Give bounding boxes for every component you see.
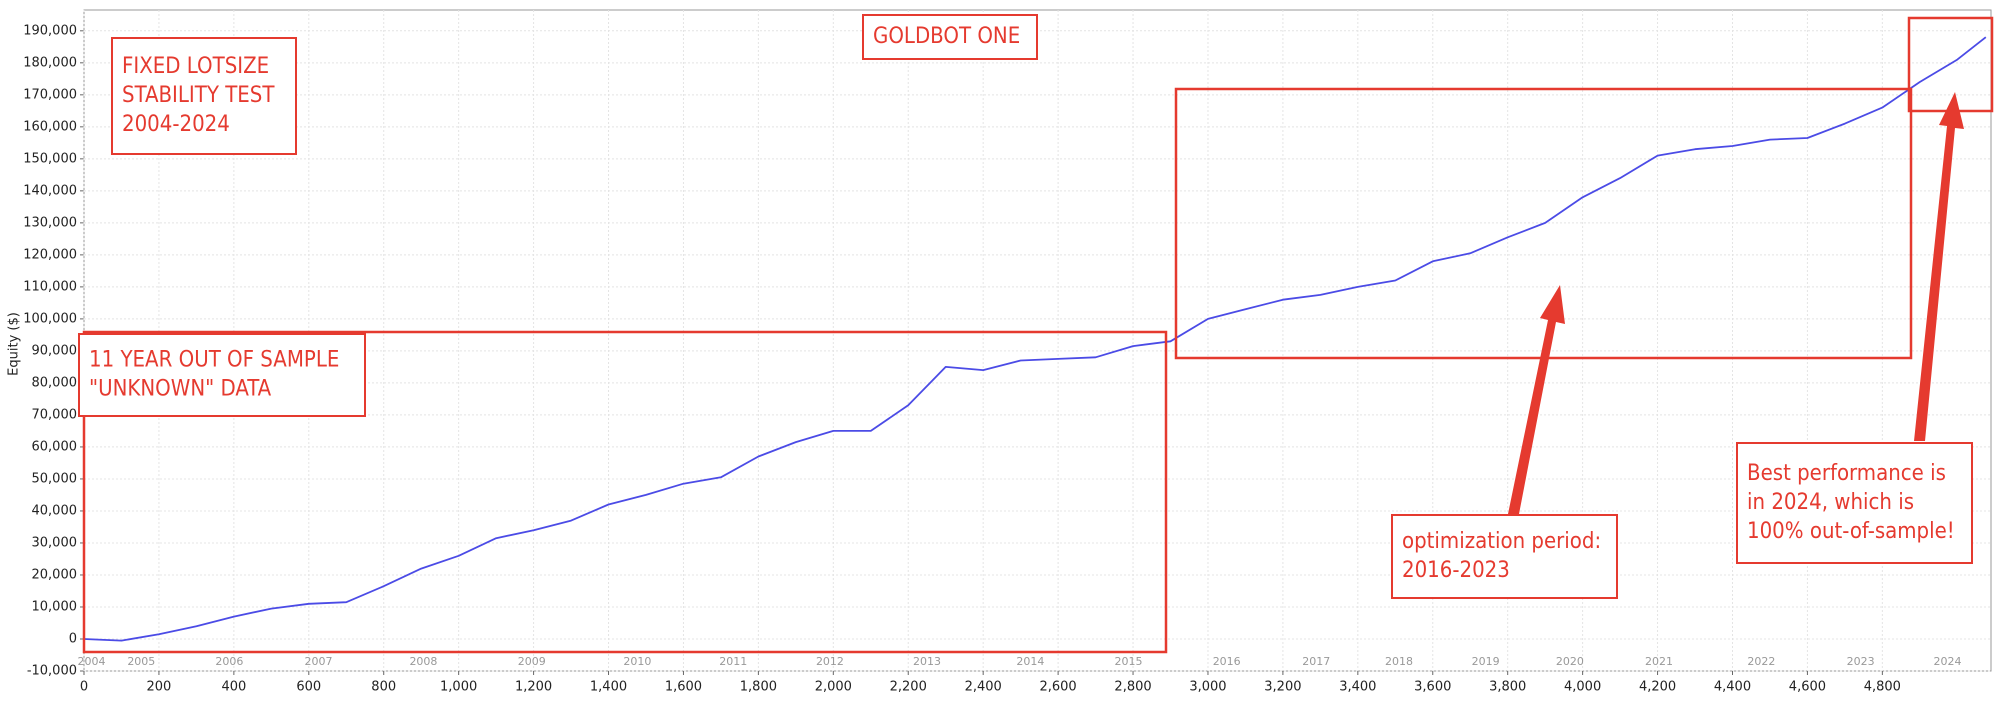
y-axis-label: Equity ($) (7, 312, 22, 376)
x-tick-label: 2,800 (1114, 680, 1151, 695)
y-tick-label: 80,000 (32, 375, 78, 390)
x-tick-label: 3,200 (1264, 680, 1301, 695)
y-tick-label: 160,000 (23, 119, 77, 134)
x-tick-label: 0 (80, 680, 88, 695)
year-label: 2023 (1847, 655, 1875, 668)
y-tick-label: 120,000 (23, 247, 77, 262)
annotation-text: Best performance is (1747, 461, 1946, 486)
equity-line (83, 36, 1987, 642)
y-tick-label: -10,000 (27, 664, 77, 679)
y-tick-label: 100,000 (23, 311, 77, 326)
y-tick-label: 0 (69, 631, 77, 646)
x-tick-label: 1,800 (740, 680, 777, 695)
annotation-text: optimization period: (1402, 529, 1601, 554)
x-tick-label: 1,600 (665, 680, 702, 695)
year-label: 2012 (816, 655, 844, 668)
year-label: 2006 (215, 655, 243, 668)
year-label: 2009 (518, 655, 546, 668)
year-label: 2021 (1645, 655, 1673, 668)
x-tick-label: 3,600 (1414, 680, 1451, 695)
annotation-text: 11 YEAR OUT OF SAMPLE (89, 348, 339, 373)
annotation-box (1391, 514, 1618, 599)
annotation-box (111, 37, 297, 155)
year-label: 2011 (719, 655, 747, 668)
out-of-sample-region (82, 330, 1168, 654)
x-tick-label: 2,400 (965, 680, 1002, 695)
annotation-text: "UNKNOWN" DATA (89, 377, 272, 402)
x-tick-label: 1,400 (590, 680, 627, 695)
annotation-text: 100% out-of-sample! (1747, 519, 1955, 544)
x-tick-label: 2,600 (1039, 680, 1076, 695)
year-label: 2016 (1213, 655, 1241, 668)
y-tick-label: 50,000 (32, 471, 78, 486)
x-tick-label: 4,000 (1564, 680, 1601, 695)
year-label: 2010 (623, 655, 651, 668)
x-tick-label: 2,200 (890, 680, 927, 695)
x-tick-label: 4,200 (1639, 680, 1676, 695)
year-label: 2024 (1934, 655, 1962, 668)
y-tick-label: 90,000 (32, 343, 78, 358)
y-tick-label: 190,000 (23, 23, 77, 38)
x-tick-label: 4,400 (1714, 680, 1751, 695)
y-tick-label: 130,000 (23, 215, 77, 230)
y-tick-label: 10,000 (32, 599, 78, 614)
marks (83, 36, 1987, 642)
x-tick-label: 4,800 (1864, 680, 1901, 695)
x-tick-label: 200 (147, 680, 172, 695)
arrow (1914, 92, 1964, 441)
year-label: 2014 (1016, 655, 1044, 668)
y-tick-label: 40,000 (32, 503, 78, 518)
y-tick-label: 60,000 (32, 439, 78, 454)
annotation-box (1736, 442, 1973, 564)
year-label: 2018 (1385, 655, 1413, 668)
annotations: GOLDBOT ONE FIXED LOTSIZE STABILITY TEST 20… (78, 14, 1973, 599)
year-label: 2017 (1302, 655, 1330, 668)
annotation-box (78, 333, 366, 417)
plot-area (83, 9, 1992, 672)
y-tick-label: 170,000 (23, 87, 77, 102)
year-label: 2013 (913, 655, 941, 668)
y-tick-label: 110,000 (23, 279, 77, 294)
y-tick-label: 180,000 (23, 55, 77, 70)
x-tick-label: 800 (371, 680, 396, 695)
year-label: 2020 (1556, 655, 1584, 668)
y-tick-label: 20,000 (32, 567, 78, 582)
annotation-text: in 2024, which is (1747, 490, 1914, 515)
annotation-text: 2004-2024 (122, 112, 230, 137)
x-tick-label: 2,000 (815, 680, 852, 695)
arrow (1508, 285, 1565, 514)
x-tick-label: 1,000 (440, 680, 477, 695)
year-label: 2022 (1747, 655, 1775, 668)
x-tick-label: 3,800 (1489, 680, 1526, 695)
year-label: 2007 (305, 655, 333, 668)
annotation-box (862, 14, 1038, 60)
annotation-text: 2016-2023 (1402, 558, 1510, 583)
year-label: 2005 (127, 655, 155, 668)
x-tick-label: 400 (221, 680, 246, 695)
x-tick-label: 3,400 (1339, 680, 1376, 695)
year-label: 2015 (1115, 655, 1143, 668)
year-label: 2004 (77, 655, 105, 668)
grid: -10,000010,00020,00030,00040,00050,00060… (23, 10, 1991, 695)
year-label: 2008 (409, 655, 437, 668)
annotation-text: STABILITY TEST (122, 83, 275, 108)
x-tick-label: 4,600 (1789, 680, 1826, 695)
year-label: 2019 (1472, 655, 1500, 668)
y-tick-label: 150,000 (23, 151, 77, 166)
y-tick-label: 30,000 (32, 535, 78, 550)
annotation-text: GOLDBOT ONE (873, 24, 1020, 49)
x-tick-label: 3,000 (1189, 680, 1226, 695)
x-tick-label: 1,200 (515, 680, 552, 695)
y-tick-label: 140,000 (23, 183, 77, 198)
x-tick-label: 600 (296, 680, 321, 695)
y-tick-label: 70,000 (32, 407, 78, 422)
annotation-text: FIXED LOTSIZE (122, 54, 269, 79)
